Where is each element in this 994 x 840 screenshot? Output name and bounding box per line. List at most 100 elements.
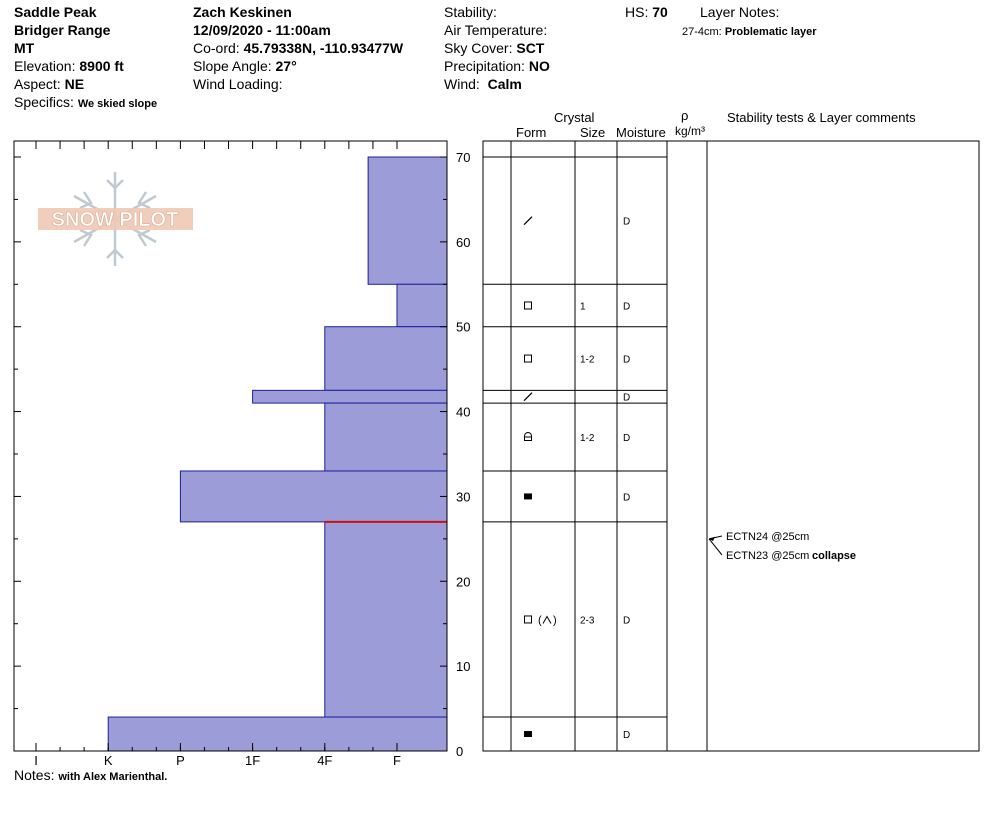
elevation-value: 8900 ft	[79, 58, 124, 74]
specifics-value: We skied slope	[77, 98, 158, 110]
slope-value: 27°	[275, 58, 297, 74]
y-tick-label-0: 0	[456, 744, 463, 759]
wind-row: Wind: Calm	[444, 76, 522, 92]
hardness-bar-6	[324, 521, 448, 718]
grain-size-value: 1-2	[580, 433, 595, 444]
hardness-bar-7	[107, 716, 448, 752]
moisture-value: D	[623, 730, 630, 741]
observer-name: Zach Keskinen	[193, 4, 292, 20]
y-tick-label-30: 30	[456, 489, 470, 504]
specifics-label: Specifics:	[14, 94, 74, 110]
grain-depth-hoar-icon	[542, 615, 552, 624]
elevation-label: Elevation:	[14, 58, 76, 74]
layer-note-range: 27-4cm:	[682, 26, 722, 38]
hardness-bar-1	[396, 283, 448, 328]
aspect-row: Aspect: NE	[14, 76, 84, 92]
test-comment-1: collapse	[812, 550, 856, 562]
stability-tests: ECTN24 @25cm ECTN23 @25cm collapse	[708, 531, 856, 562]
hardness-bar-4	[324, 402, 448, 472]
hardness-bar-2	[324, 326, 448, 391]
y-tick-label-40: 40	[456, 405, 470, 420]
elevation-row: Elevation: 8900 ft	[14, 58, 124, 74]
x-tick-label-I: I	[34, 753, 38, 768]
density-unit: kg/m³	[675, 124, 705, 138]
grain-rounding-facet-icon	[524, 432, 532, 442]
comments-header: Stability tests & Layer comments	[727, 110, 916, 125]
grain-slash-icon	[523, 216, 533, 226]
moisture-value: D	[623, 302, 630, 313]
y-tick-label-70: 70	[456, 150, 470, 165]
hardness-bar-5	[179, 470, 448, 523]
wind-value: Calm	[487, 76, 522, 92]
moisture-value: D	[623, 615, 630, 626]
test-label-0: ECTN24 @25cm	[726, 531, 809, 543]
moisture-value: D	[623, 355, 630, 366]
moisture-value: D	[623, 217, 630, 228]
x-tick-label-F: F	[393, 753, 401, 768]
hardness-bar-0	[367, 156, 448, 285]
wind-label: Wind:	[444, 76, 480, 92]
layer-note-text: Problematic layer	[724, 26, 817, 38]
sky-label: Sky Cover:	[444, 40, 513, 56]
precip-label: Precipitation:	[444, 58, 525, 74]
x-tick-label-4F: 4F	[317, 753, 332, 768]
hardness-bar-3	[252, 389, 448, 404]
test-arrow-head	[709, 536, 715, 541]
hs-row: HS: 70	[625, 4, 668, 20]
hs-value: 70	[652, 4, 668, 20]
layer-note: 27-4cm: Problematic layer	[682, 24, 817, 40]
state-name: MT	[14, 40, 35, 56]
hardness-plot-frame	[13, 140, 448, 752]
notes-value: with Alex Marienthal.	[58, 771, 168, 783]
notes-label: Notes:	[14, 767, 55, 783]
location-name: Saddle Peak	[14, 4, 97, 20]
grain-secondary-paren-close: )	[553, 614, 557, 626]
grain-filled-square-icon	[524, 493, 532, 500]
grain-square-icon	[524, 354, 532, 363]
stability-label: Stability:	[444, 4, 497, 20]
grain-size-value: 1	[580, 302, 586, 313]
moisture-header: Moisture	[616, 125, 666, 140]
wind-loading-label: Wind Loading:	[193, 76, 283, 92]
precip-value: NO	[528, 58, 550, 74]
aspect-label: Aspect:	[14, 76, 61, 92]
moisture-value: D	[623, 433, 630, 444]
obs-datetime: 12/09/2020 - 11:00am	[193, 22, 331, 38]
test-arrow-line	[708, 538, 723, 556]
grain-square-icon	[524, 301, 532, 310]
hs-label: HS:	[625, 4, 649, 20]
x-tick-label-1F: 1F	[245, 753, 260, 768]
moisture-value: D	[623, 492, 630, 503]
size-header: Size	[580, 125, 606, 140]
air-temp-label: Air Temperature:	[444, 22, 548, 38]
table-frame	[482, 140, 980, 752]
x-tick-label-K: K	[104, 753, 113, 768]
form-header: Form	[516, 125, 547, 140]
layer-notes-label: Layer Notes:	[700, 4, 780, 20]
coord-value: 45.79338N, -110.93477W	[243, 40, 404, 56]
slope-label: Slope Angle:	[193, 58, 272, 74]
density-symbol: ρ	[681, 108, 689, 123]
grain-size-value: 1-2	[580, 355, 595, 366]
notes-row: Notes: with Alex Marienthal.	[14, 767, 167, 785]
coord-label: Co-ord:	[193, 40, 240, 56]
y-tick-label-60: 60	[456, 235, 470, 250]
specifics-row: Specifics: We skied slope	[14, 94, 157, 112]
sky-row: Sky Cover: SCT	[444, 40, 544, 56]
slope-row: Slope Angle: 27°	[193, 58, 297, 74]
crystal-header: Crystal	[554, 110, 595, 125]
y-tick-label-10: 10	[456, 659, 470, 674]
sky-value: SCT	[516, 40, 545, 56]
grain-square-icon	[524, 615, 532, 624]
layer-table: D 1 D 1-2 D D 1-2 D D () 2-3 D D	[482, 140, 980, 752]
coord-row: Co-ord: 45.79338N, -110.93477W	[193, 40, 403, 56]
test-label-1: ECTN23 @25cm	[726, 550, 809, 562]
range-name: Bridger Range	[14, 22, 111, 38]
grain-size-value: 2-3	[580, 615, 595, 626]
x-tick-label-P: P	[176, 753, 185, 768]
precip-row: Precipitation: NO	[444, 58, 550, 74]
y-tick-label-20: 20	[456, 574, 470, 589]
aspect-value: NE	[64, 76, 85, 92]
grain-secondary-paren-open: (	[538, 614, 542, 626]
